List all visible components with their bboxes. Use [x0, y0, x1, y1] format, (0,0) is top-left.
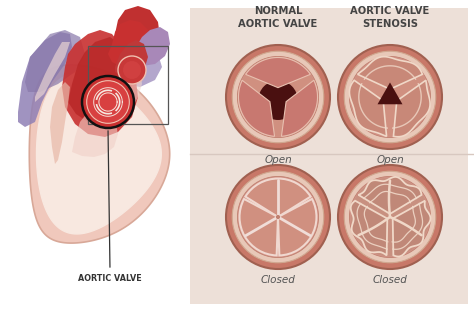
Polygon shape	[115, 6, 160, 54]
Polygon shape	[349, 80, 387, 136]
Polygon shape	[62, 30, 138, 137]
Text: Closed: Closed	[261, 275, 295, 285]
Polygon shape	[72, 107, 118, 157]
Circle shape	[350, 57, 429, 137]
Polygon shape	[248, 70, 308, 115]
Polygon shape	[392, 201, 430, 256]
Polygon shape	[377, 82, 402, 104]
Text: Open: Open	[376, 155, 404, 165]
Circle shape	[349, 177, 430, 258]
Circle shape	[237, 177, 319, 258]
Circle shape	[232, 171, 324, 263]
Text: AORTIC VALVE
STENOSIS: AORTIC VALVE STENOSIS	[350, 6, 429, 29]
Polygon shape	[35, 42, 70, 102]
Circle shape	[118, 56, 146, 84]
Wedge shape	[246, 178, 310, 217]
Circle shape	[238, 178, 318, 256]
Bar	[88, 46, 168, 124]
Polygon shape	[282, 80, 318, 136]
Circle shape	[350, 178, 429, 256]
Polygon shape	[29, 65, 170, 243]
Bar	[190, 8, 468, 304]
Polygon shape	[130, 27, 170, 66]
Polygon shape	[120, 52, 162, 87]
Polygon shape	[68, 37, 132, 122]
Circle shape	[232, 51, 324, 143]
Polygon shape	[238, 80, 274, 136]
Circle shape	[123, 61, 141, 79]
Polygon shape	[120, 64, 142, 112]
Text: Closed: Closed	[373, 275, 408, 285]
Polygon shape	[36, 74, 161, 234]
Circle shape	[87, 81, 129, 123]
Circle shape	[344, 51, 436, 143]
Polygon shape	[358, 177, 421, 214]
Circle shape	[344, 171, 436, 263]
Circle shape	[237, 56, 319, 138]
Polygon shape	[246, 57, 310, 88]
Wedge shape	[239, 199, 278, 256]
Polygon shape	[351, 201, 387, 255]
Circle shape	[238, 57, 318, 137]
Text: Open: Open	[264, 155, 292, 165]
Circle shape	[338, 165, 442, 269]
Polygon shape	[357, 57, 422, 89]
Wedge shape	[278, 199, 317, 256]
Polygon shape	[108, 20, 150, 66]
Polygon shape	[50, 82, 70, 164]
Polygon shape	[25, 30, 85, 92]
Polygon shape	[393, 80, 430, 137]
Circle shape	[384, 91, 396, 103]
Circle shape	[82, 76, 134, 128]
Text: AORTIC VALVE: AORTIC VALVE	[78, 274, 142, 283]
Circle shape	[258, 80, 298, 120]
Polygon shape	[115, 40, 148, 77]
Circle shape	[276, 215, 280, 219]
Circle shape	[338, 45, 442, 149]
Text: NORMAL
AORTIC VALVE: NORMAL AORTIC VALVE	[238, 6, 318, 29]
Circle shape	[349, 56, 430, 138]
Circle shape	[226, 165, 330, 269]
Circle shape	[226, 45, 330, 149]
Polygon shape	[18, 32, 72, 127]
